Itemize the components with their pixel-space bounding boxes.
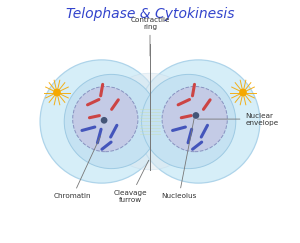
- Text: Telophase & Cytokinesis: Telophase & Cytokinesis: [66, 7, 234, 21]
- Circle shape: [193, 113, 199, 118]
- Circle shape: [102, 73, 198, 170]
- Text: Cleavage
furrow: Cleavage furrow: [114, 160, 149, 203]
- Text: Chromatin: Chromatin: [54, 136, 100, 200]
- Text: Nuclear
envelope: Nuclear envelope: [197, 113, 279, 126]
- Circle shape: [142, 74, 236, 169]
- Circle shape: [73, 87, 138, 152]
- Circle shape: [137, 60, 260, 183]
- Circle shape: [64, 74, 158, 169]
- Circle shape: [40, 60, 163, 183]
- Text: Contractile
ring: Contractile ring: [130, 17, 170, 56]
- Circle shape: [240, 89, 246, 96]
- Circle shape: [54, 89, 60, 96]
- Circle shape: [162, 87, 227, 152]
- Circle shape: [101, 118, 107, 123]
- Text: Nucleolus: Nucleolus: [161, 118, 197, 200]
